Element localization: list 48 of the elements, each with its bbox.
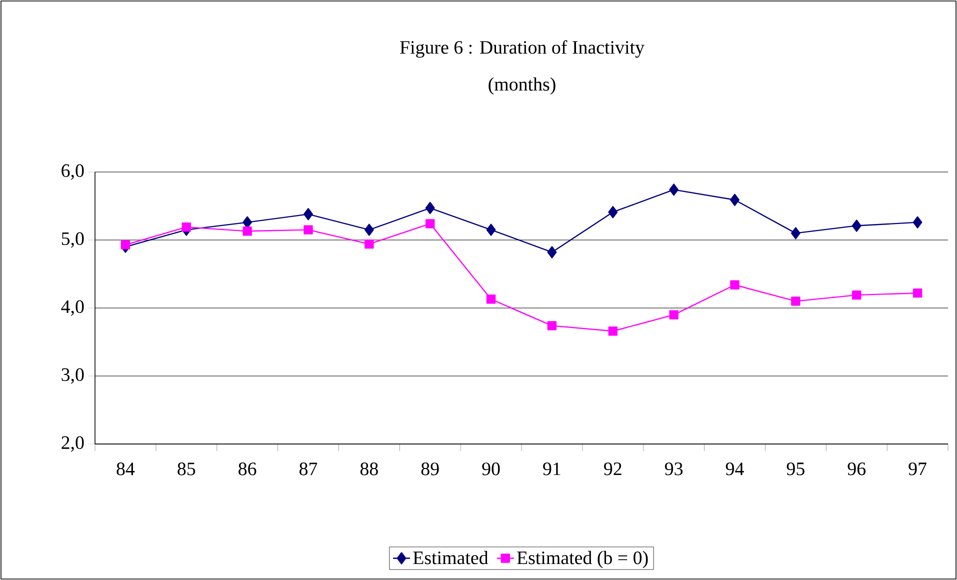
point [912, 216, 922, 228]
point [608, 206, 618, 218]
point [364, 239, 374, 249]
x-tick-label: 85 [178, 462, 196, 476]
point [730, 194, 740, 206]
x-tick-label: 86 [238, 462, 256, 476]
point [182, 222, 191, 232]
point [791, 296, 800, 306]
x-tick-label: 97 [908, 462, 926, 476]
y-tick-label: 6,0 [62, 164, 84, 180]
x-tick-label: 92 [604, 462, 622, 476]
x-tick-label: 88 [360, 462, 378, 476]
point [669, 184, 679, 196]
point [304, 208, 313, 220]
chart-title: Figure 6 : Duration of Inactivity [400, 40, 644, 58]
point [608, 326, 618, 336]
x-tick-label: 89 [421, 462, 439, 476]
y-tick-label: 4,0 [61, 300, 84, 316]
point [547, 321, 557, 330]
legend-label: Estimated (b = 0) [517, 550, 648, 568]
point [486, 294, 496, 304]
point [486, 224, 496, 236]
point [912, 288, 922, 298]
chart-subtitle: (months) [488, 77, 556, 95]
x-tick-label: 93 [664, 462, 683, 476]
point [547, 246, 557, 258]
x-tick-label: 91 [543, 462, 560, 476]
point [426, 219, 435, 228]
x-tick-label: 94 [726, 462, 744, 476]
x-tick-label: 84 [116, 462, 135, 476]
point [730, 280, 740, 290]
x-tick-label: 90 [482, 462, 500, 476]
point [304, 225, 313, 234]
point [669, 310, 678, 320]
point [425, 202, 435, 214]
x-tick-label: 95 [786, 462, 804, 476]
x-tick-label: 87 [300, 462, 318, 476]
point [790, 227, 800, 240]
legend-label: Estimated [413, 550, 488, 564]
point [852, 290, 862, 300]
point [364, 224, 374, 236]
point [120, 240, 130, 250]
y-tick-label: 2,0 [62, 436, 84, 452]
y-tick-label: 5,0 [62, 232, 84, 248]
y-tick-label: 3,0 [62, 368, 84, 384]
x-tick-label: 96 [848, 462, 866, 476]
point [852, 220, 862, 232]
point [242, 226, 252, 236]
